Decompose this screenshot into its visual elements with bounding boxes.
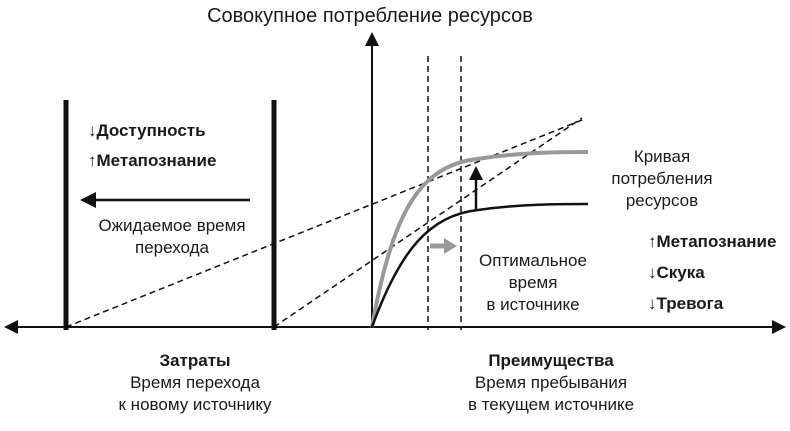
axis-right-arrowhead	[772, 320, 786, 334]
right-item-metacognition-label: Метапознание	[656, 232, 777, 251]
costs-line2: к новому источнику	[118, 395, 272, 414]
right-item-metacognition: ↑Метапознание	[648, 231, 776, 253]
optimal-time-line1: Оптимальное	[479, 251, 587, 270]
right-item-boredom: ↓Скука	[648, 262, 705, 284]
benefits-block: Преимущества Время пребывания в текущем …	[446, 350, 656, 416]
curve-label-line2: потребления	[611, 169, 713, 188]
grey-resource-curve	[370, 150, 589, 328]
curve-label-line3: ресурсов	[625, 191, 699, 210]
expected-transition-caption: Ожидаемое время перехода	[76, 215, 268, 259]
upward-arrowhead	[469, 166, 483, 180]
expected-transition-line1: Ожидаемое время	[98, 216, 246, 235]
left-item-availability-label: Доступность	[96, 121, 206, 140]
right-item-anxiety-label: Тревога	[656, 294, 724, 313]
left-item-metacognition: ↑Метапознание	[88, 150, 216, 172]
down-arrow-icon: ↓	[648, 263, 657, 282]
up-arrow-icon: ↑	[648, 232, 657, 251]
optimal-time-line3: в источнике	[486, 295, 580, 314]
costs-heading: Затраты	[159, 351, 231, 370]
down-arrow-icon: ↓	[88, 121, 97, 140]
black-resource-curve	[370, 202, 589, 328]
diagram-title: Совокупное потребление ресурсов	[207, 5, 533, 27]
costs-block: Затраты Время перехода к новому источник…	[90, 350, 300, 416]
optimal-time-label: Оптимальное время в источнике	[462, 250, 604, 316]
right-item-boredom-label: Скука	[656, 263, 705, 282]
vertical-axis-arrowhead	[365, 32, 379, 46]
left-item-availability: ↓Доступность	[88, 120, 206, 142]
up-arrow-icon: ↑	[88, 151, 97, 170]
down-arrow-icon: ↓	[648, 294, 657, 313]
right-item-anxiety: ↓Тревога	[648, 293, 723, 315]
optimal-time-line2: время	[508, 273, 558, 292]
costs-line1: Время перехода	[130, 373, 260, 392]
left-item-metacognition-label: Метапознание	[96, 151, 217, 170]
leftward-arrowhead	[80, 192, 96, 208]
expected-transition-line2: перехода	[135, 238, 209, 257]
axis-left-arrowhead	[4, 320, 18, 334]
benefits-line1: Время пребывания	[474, 373, 628, 392]
curve-label-line1: Кривая	[633, 147, 691, 166]
grey-right-arrowhead	[444, 238, 457, 254]
benefits-heading: Преимущества	[488, 351, 614, 370]
benefits-line2: в текущем источнике	[467, 395, 635, 414]
curve-label: Кривая потребления ресурсов	[592, 146, 732, 212]
